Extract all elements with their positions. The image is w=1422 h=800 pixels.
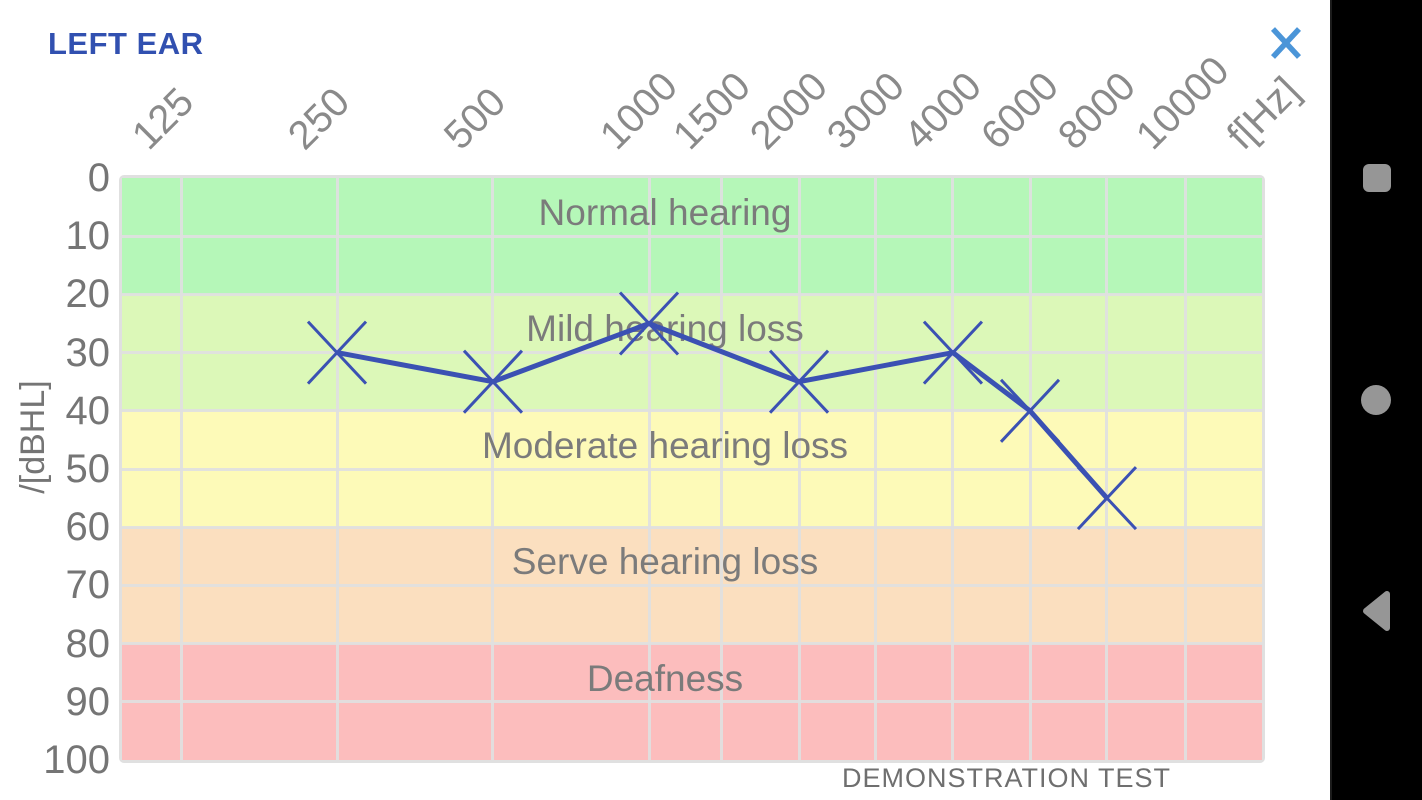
db-tick-label: 30	[65, 330, 111, 375]
freq-tick-label: 6000	[972, 63, 1067, 158]
freq-tick-label: 10000	[1127, 48, 1238, 158]
threshold-marker-x	[306, 320, 368, 385]
horizontal-gridline	[122, 351, 1262, 355]
threshold-marker-x	[922, 320, 984, 385]
horizontal-gridline	[122, 292, 1262, 296]
db-tick-label: 90	[65, 679, 111, 724]
freq-tick-label: 1500	[664, 63, 759, 158]
zone-label: Moderate hearing loss	[481, 424, 849, 466]
threshold-marker-x	[1076, 466, 1138, 531]
demonstration-test-label: DEMONSTRATION TEST	[841, 763, 1171, 793]
db-tick-label: 10	[65, 214, 111, 259]
freq-tick-label: 500	[435, 79, 515, 158]
freq-tick-label: 8000	[1049, 63, 1144, 158]
horizontal-gridline	[122, 642, 1262, 646]
db-tick-label: 80	[65, 621, 111, 666]
back-triangle-icon[interactable]	[1360, 589, 1394, 638]
close-icon[interactable]	[1270, 26, 1302, 60]
db-tick-label: 60	[65, 505, 111, 550]
threshold-line	[336, 320, 1109, 500]
db-tick-label: 50	[65, 447, 111, 491]
threshold-series	[306, 291, 1138, 531]
db-tick-label: 20	[65, 272, 111, 317]
zone-label: Normal hearing	[538, 192, 792, 233]
freq-tick-label: 2000	[741, 63, 836, 158]
horizontal-gridline	[122, 525, 1262, 529]
freq-tick-label: 125	[123, 79, 203, 158]
threshold-marker-x	[999, 378, 1061, 443]
horizontal-gridline	[122, 700, 1262, 704]
db-tick-label: 70	[65, 563, 111, 608]
freq-tick-label: 250	[279, 79, 359, 158]
audiogram-chart	[119, 175, 1265, 763]
home-circle-icon[interactable]	[1361, 385, 1391, 415]
freq-tick-label: 3000	[818, 63, 913, 158]
horizontal-gridline	[122, 583, 1262, 587]
horizontal-gridline	[122, 234, 1262, 238]
page-title: LEFT EAR	[48, 26, 204, 61]
freq-tick-label: 1000	[591, 63, 686, 158]
threshold-marker-x	[618, 291, 680, 356]
horizontal-gridline	[122, 409, 1262, 413]
audiogram-panel: LEFT EAR Normal hearing Mild hearing loss…	[0, 0, 1330, 800]
zone-label: Deafness	[586, 657, 744, 699]
freq-tick-label: 4000	[895, 63, 990, 158]
zone-label: Serve hearing loss	[511, 541, 819, 583]
threshold-marker-x	[462, 349, 524, 414]
recents-square-icon[interactable]	[1363, 164, 1391, 192]
db-tick-label: 40	[65, 388, 111, 433]
threshold-marker-x	[768, 349, 830, 414]
horizontal-gridline	[122, 467, 1262, 471]
db-tick-label: 100	[43, 738, 110, 782]
android-navbar	[1330, 0, 1422, 800]
y-axis-title: /[dBHL]	[14, 380, 52, 494]
db-tick-label: 0	[87, 156, 110, 200]
